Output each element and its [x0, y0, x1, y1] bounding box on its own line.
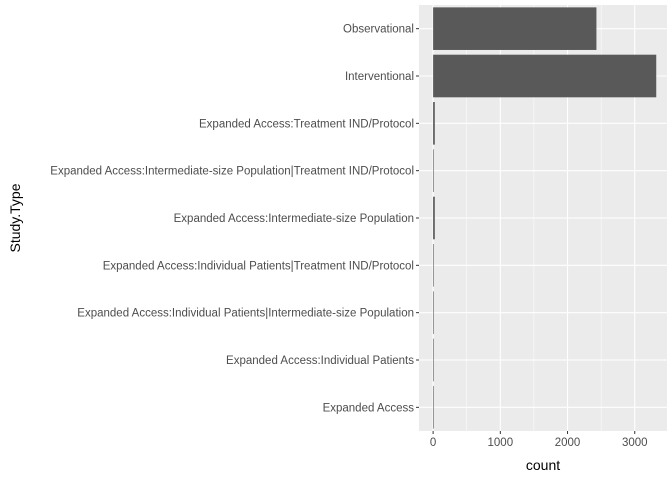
x-tick-label: 2000 [555, 437, 581, 449]
bar [433, 338, 434, 382]
bar [433, 196, 435, 240]
bar [433, 386, 434, 429]
y-tick-label: Expanded Access [323, 402, 415, 414]
x-tick-label: 1000 [488, 437, 514, 449]
bars [433, 7, 657, 429]
y-tick-label: Expanded Access:Individual Patients [226, 355, 414, 367]
x-axis-ticks: 0 1000 2000 3000 [430, 431, 648, 449]
y-tick-label: Expanded Access:Intermediate-size Popula… [174, 213, 414, 225]
bar [433, 102, 435, 145]
x-tick-label: 0 [430, 437, 436, 449]
y-axis-title: Study.Type [7, 183, 23, 252]
bar [433, 7, 597, 50]
y-tick-label: Expanded Access:Individual Patients|Trea… [103, 260, 414, 272]
bar [433, 291, 434, 334]
bar [433, 149, 434, 192]
y-tick-label: Expanded Access:Treatment IND/Protocol [199, 118, 414, 130]
bar [433, 54, 657, 98]
y-tick-label: Expanded Access:Individual Patients|Inte… [77, 308, 414, 320]
x-tick-label: 3000 [622, 437, 648, 449]
y-tick-label: Interventional [345, 71, 414, 83]
y-tick-label: Observational [343, 24, 414, 36]
bar [433, 244, 434, 287]
x-axis-title: count [526, 457, 560, 473]
y-tick-label: Expanded Access:Intermediate-size Popula… [50, 166, 414, 178]
y-axis-ticks: Observational Interventional Expanded Acce… [50, 24, 419, 414]
